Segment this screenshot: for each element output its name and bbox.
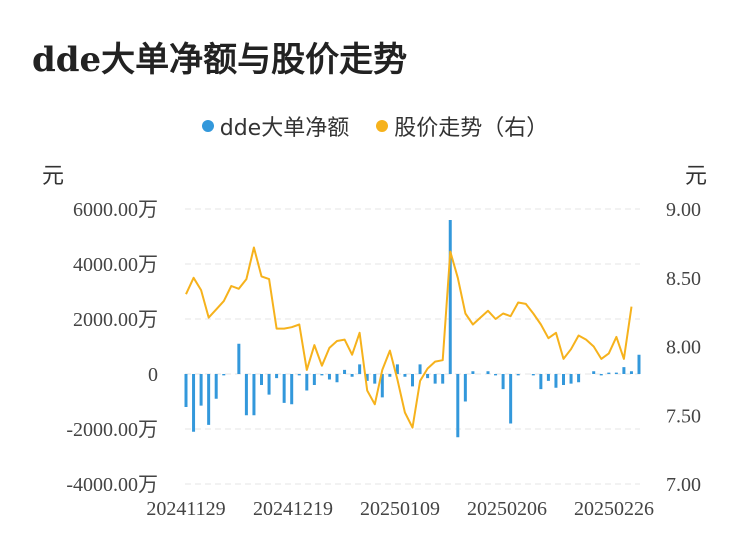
bar: [305, 374, 309, 391]
legend-item-bars[interactable]: dde大单净额: [201, 110, 350, 142]
y-left-tick-label: 6000.00万: [73, 199, 158, 221]
bar: [373, 374, 377, 384]
bar: [516, 374, 520, 376]
x-tick-label: 20241219: [253, 498, 333, 520]
price-line: [185, 246, 633, 429]
bar: [199, 374, 203, 406]
bar: [426, 374, 430, 379]
bar: [312, 374, 316, 385]
bar: [539, 374, 543, 390]
y-left-tick-label: -4000.00万: [66, 474, 158, 496]
y-right-tick-label: 8.50: [666, 268, 701, 290]
bar: [267, 374, 271, 395]
y-left-tick-label: 4000.00万: [73, 254, 158, 276]
bar: [599, 374, 603, 376]
y-right-tick-label: 8.00: [666, 337, 701, 359]
bar: [637, 354, 641, 374]
bar: [282, 374, 286, 403]
bar: [614, 372, 618, 374]
x-tick-label: 20250109: [360, 498, 440, 520]
bar: [456, 374, 460, 438]
page-title: dde大单净额与股价走势: [32, 40, 408, 80]
x-tick-label: 20241129: [146, 498, 225, 520]
bar: [260, 374, 263, 385]
bar: [441, 374, 445, 384]
bar: [320, 374, 324, 376]
bar: [411, 374, 414, 387]
bar: [494, 374, 498, 376]
y-right-tick-label: 7.50: [666, 405, 701, 427]
bar: [622, 367, 626, 374]
bar: [418, 364, 422, 374]
right-axis-unit: 元: [685, 164, 708, 189]
bar: [252, 374, 256, 416]
y-left-tick-label: 2000.00万: [73, 309, 158, 331]
bar: [569, 374, 573, 384]
bar: [275, 374, 279, 379]
bar: [501, 374, 505, 390]
bar: [244, 374, 248, 416]
chart-legend: dde大单净额 股价走势（右）: [0, 110, 750, 142]
legend-item-line[interactable]: 股价走势（右）: [376, 110, 548, 142]
bar: [448, 220, 452, 374]
x-tick-label: 20250206: [467, 498, 547, 520]
bar: [592, 371, 596, 374]
legend-label-bars: dde大单净额: [219, 116, 350, 141]
bar: [395, 364, 399, 374]
bar: [343, 369, 347, 374]
bar: [629, 371, 633, 374]
y-left-tick-label: 0: [148, 364, 158, 386]
bar: [350, 374, 354, 377]
bar: [222, 374, 226, 376]
bar: [607, 372, 611, 374]
bar: [463, 374, 467, 402]
y-right-tick-label: 7.00: [666, 474, 701, 496]
bar: [297, 374, 301, 376]
bar: [358, 364, 362, 374]
bar: [577, 374, 581, 383]
bar: [207, 374, 211, 425]
bar: [433, 374, 437, 384]
bar: [237, 343, 241, 374]
bar: [327, 374, 331, 380]
bar: [290, 374, 294, 405]
bar: [554, 374, 558, 388]
legend-label-line: 股价走势（右）: [394, 116, 549, 141]
bar: [403, 374, 407, 377]
left-axis-unit: 元: [42, 164, 65, 189]
bar: [486, 371, 490, 374]
bar: [214, 374, 218, 399]
bar: [184, 374, 188, 407]
bar: [471, 371, 475, 374]
x-tick-label: 20250226: [574, 498, 654, 520]
bar: [546, 374, 550, 381]
bar: [365, 374, 369, 381]
legend-marker-bars: [201, 120, 214, 132]
bar: [335, 374, 339, 383]
bar: [531, 374, 535, 376]
bar: [192, 374, 196, 432]
y-right-tick-label: 9.00: [666, 199, 701, 221]
y-left-tick-label: -2000.00万: [66, 419, 158, 441]
bar: [380, 374, 384, 398]
legend-marker-line: [376, 120, 389, 132]
bar: [562, 374, 565, 385]
bar: [388, 374, 392, 377]
bar: [509, 374, 513, 424]
